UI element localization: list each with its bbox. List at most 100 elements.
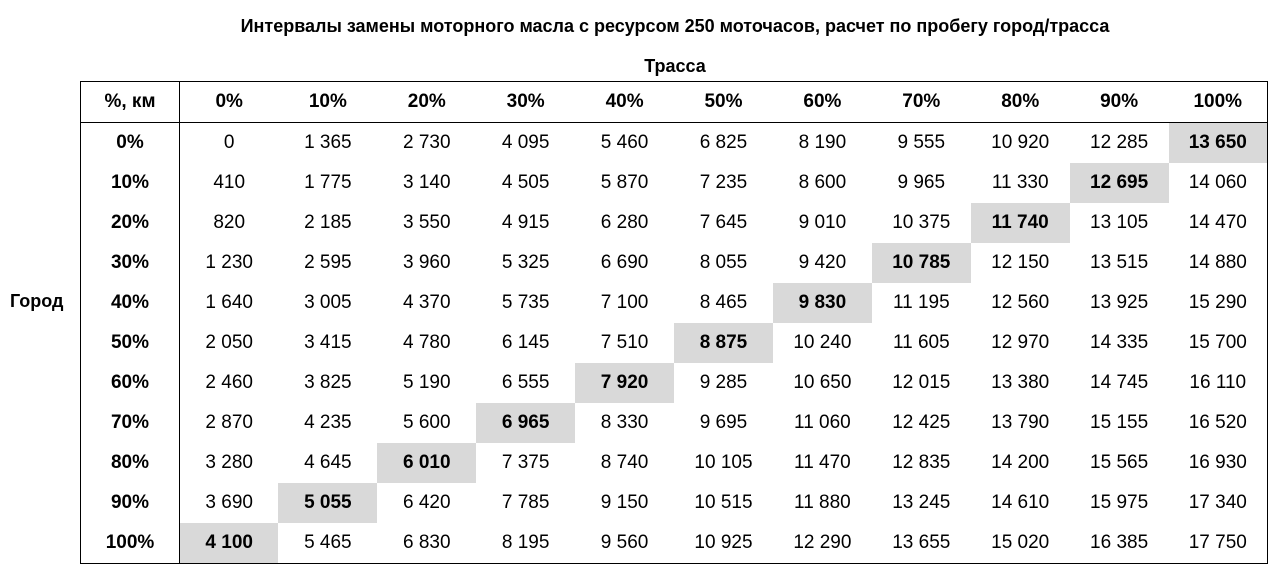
table-cell: 13 515 [1090,252,1149,273]
table-cell: 10 920 [991,132,1050,153]
table-cell: 13 105 [1090,212,1149,233]
table-cell: 10 240 [793,332,852,353]
row-header: 70% [80,403,180,443]
table-cell: 2 730 [402,132,451,153]
column-header: 0% [179,81,279,123]
table-cell: 1 640 [205,292,253,313]
table-cell: 6 420 [402,492,451,513]
table-row: 70% 2 870 4 235 5 600 6 965 8 330 9 695 11 060 1… [80,403,1268,443]
table-cell: 15 020 [991,532,1050,553]
table-cell: 1 775 [304,172,352,193]
table-cell: 5 190 [402,372,451,393]
table-cell: 13 925 [1090,292,1149,313]
table-cell: 10 650 [793,372,852,393]
table-cell: 11 880 [794,492,851,513]
table-cell: 0 [223,132,235,153]
table-cell: 12 290 [793,532,852,553]
table-row: 90% 3 690 5 055 6 420 7 785 9 150 10 515 11 880… [80,483,1268,523]
table-cell: 7 510 [600,332,649,353]
column-header: 50% [674,81,773,123]
table-cell: 11 330 [991,172,1049,193]
highlighted-cell: 6 965 [476,403,576,443]
highlighted-cell: 4 100 [179,523,279,564]
table-cell: 2 185 [304,212,352,233]
table-cell: 15 700 [1188,332,1247,353]
row-header: 100% [80,523,180,564]
table-cell: 410 [213,172,246,193]
table-cell: 14 470 [1188,212,1247,233]
table-cell: 7 375 [501,452,550,473]
table-cell: 11 060 [794,412,851,433]
table-cell: 16 930 [1188,452,1247,473]
table-cell: 10 515 [694,492,753,513]
table-cell: 8 330 [600,412,649,433]
table-cell: 14 335 [1090,332,1149,353]
table-cell: 8 195 [501,532,550,553]
table-cell: 4 915 [501,212,550,233]
highlighted-cell: 8 875 [674,323,773,363]
table-cell: 2 870 [205,412,253,433]
table-cell: 10 105 [694,452,753,473]
table-cell: 2 460 [205,372,253,393]
table-cell: 6 825 [699,132,748,153]
table-cell: 8 465 [699,292,748,313]
table-cell: 12 425 [892,412,951,433]
table-cell: 6 555 [501,372,550,393]
table-cell: 5 465 [304,532,352,553]
table-cell: 3 280 [205,452,253,473]
table-cell: 16 385 [1090,532,1149,553]
row-header: 60% [80,363,180,403]
table-cell: 9 560 [600,532,649,553]
column-header: 70% [871,81,971,123]
table-cell: 4 095 [501,132,550,153]
table-row: 60% 2 460 3 825 5 190 6 555 7 920 9 285 10 650 1… [80,363,1268,403]
table-cell: 1 365 [304,132,352,153]
table-cell: 6 145 [501,332,550,353]
table-cell: 3 960 [402,252,451,273]
table-cell: 17 750 [1188,532,1247,553]
table-cell: 13 245 [892,492,951,513]
row-header: 0% [80,122,180,163]
table-cell: 3 415 [304,332,352,353]
column-header: 100% [1168,81,1268,123]
table-cell: 14 060 [1188,172,1247,193]
table-cell: 11 470 [794,452,851,473]
table-cell: 12 835 [892,452,951,473]
row-header: 20% [80,203,180,243]
table-row: 0% 0 1 365 2 730 4 095 5 460 6 825 8 190 9 555 10… [80,122,1268,163]
table-cell: 9 420 [798,252,847,273]
table-row: 80% 3 280 4 645 6 010 7 375 8 740 10 105 11 470… [80,443,1268,483]
table-cell: 2 050 [205,332,253,353]
table-cell: 15 155 [1090,412,1149,433]
table-cell: 4 645 [304,452,352,473]
table-cell: 15 565 [1090,452,1149,473]
highlighted-cell: 12 695 [1069,163,1169,203]
row-header: 10% [80,163,180,203]
table-cell: 16 110 [1189,372,1247,393]
table-cell: 4 370 [402,292,451,313]
table-cell: 6 830 [402,532,451,553]
column-header: 30% [476,81,576,123]
column-header: 80% [970,81,1070,123]
table-cell: 5 325 [501,252,550,273]
table-cell: 10 925 [694,532,753,553]
table-cell: 3 690 [205,492,253,513]
table-cell: 12 285 [1090,132,1149,153]
table-row: 50% 2 050 3 415 4 780 6 145 7 510 8 875 10 240 1… [80,323,1268,363]
table-cell: 7 785 [501,492,550,513]
table-cell: 15 975 [1090,492,1149,513]
table-cell: 5 870 [600,172,649,193]
table-cell: 8 600 [798,172,847,193]
interval-table: %, км 0% 10% 20% 30% 40% 50% 60% 70% 80% 90% 100% … [80,81,1268,564]
table-cell: 3 550 [402,212,451,233]
page-title: Интервалы замены моторного масла с ресур… [240,16,1110,36]
table-cell: 10 375 [892,212,951,233]
highlighted-cell: 11 740 [970,203,1070,243]
table-cell: 12 560 [991,292,1050,313]
table-cell: 12 970 [991,332,1050,353]
column-header: 90% [1069,81,1169,123]
table-cell: 14 200 [991,452,1050,473]
table-cell: 6 690 [600,252,649,273]
table-cell: 4 505 [501,172,550,193]
row-header: 80% [80,443,180,483]
